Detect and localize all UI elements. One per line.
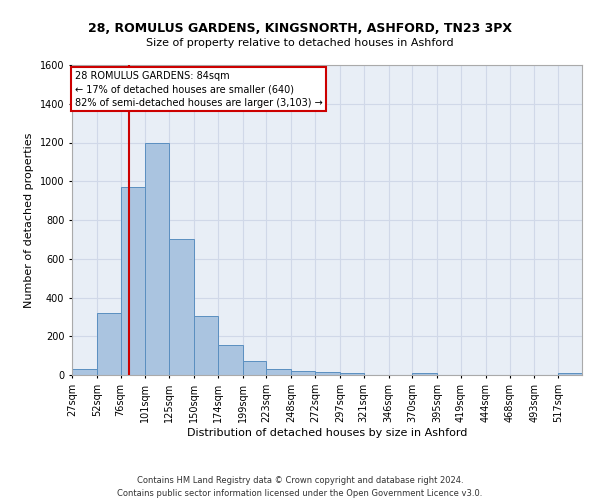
Text: 28, ROMULUS GARDENS, KINGSNORTH, ASHFORD, TN23 3PX: 28, ROMULUS GARDENS, KINGSNORTH, ASHFORD… — [88, 22, 512, 36]
Bar — [194, 316, 218, 375]
Bar — [291, 371, 315, 375]
Bar — [412, 373, 437, 375]
Bar — [169, 240, 194, 375]
Y-axis label: Number of detached properties: Number of detached properties — [24, 132, 34, 308]
Bar — [145, 142, 169, 375]
Bar — [72, 369, 97, 375]
Bar — [266, 369, 291, 375]
Text: 28 ROMULUS GARDENS: 84sqm
← 17% of detached houses are smaller (640)
82% of semi: 28 ROMULUS GARDENS: 84sqm ← 17% of detac… — [74, 71, 322, 108]
Bar — [340, 373, 364, 375]
Bar — [558, 373, 582, 375]
Bar — [242, 362, 266, 375]
X-axis label: Distribution of detached houses by size in Ashford: Distribution of detached houses by size … — [187, 428, 467, 438]
Bar — [97, 313, 121, 375]
Text: Size of property relative to detached houses in Ashford: Size of property relative to detached ho… — [146, 38, 454, 48]
Bar — [218, 345, 242, 375]
Bar — [315, 372, 340, 375]
Bar — [121, 187, 145, 375]
Text: Contains HM Land Registry data © Crown copyright and database right 2024.
Contai: Contains HM Land Registry data © Crown c… — [118, 476, 482, 498]
